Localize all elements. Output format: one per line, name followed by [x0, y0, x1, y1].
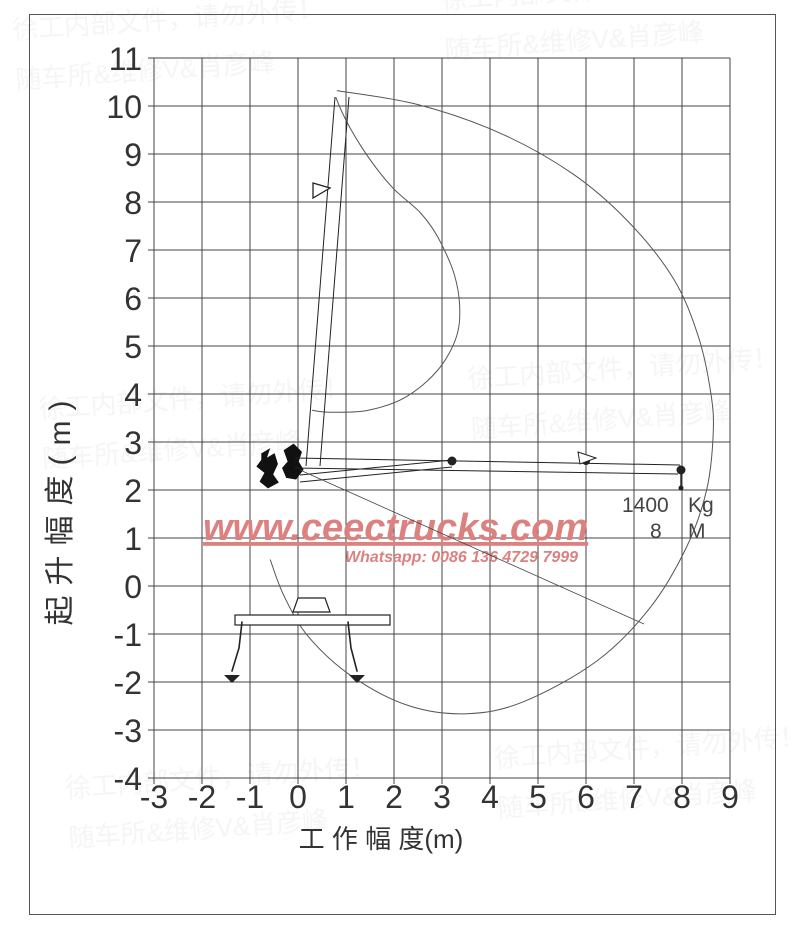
svg-text:-3: -3: [140, 779, 168, 815]
svg-text:-2: -2: [114, 665, 142, 701]
svg-text:Kg: Kg: [688, 494, 714, 517]
svg-text:-3: -3: [114, 713, 142, 749]
svg-text:3: 3: [124, 425, 142, 461]
svg-text:9: 9: [124, 137, 142, 173]
svg-text:8: 8: [124, 185, 142, 221]
svg-text:10: 10: [106, 89, 142, 125]
svg-text:4: 4: [481, 779, 499, 815]
svg-text:7: 7: [625, 779, 643, 815]
svg-text:8: 8: [673, 779, 691, 815]
svg-text:2: 2: [124, 473, 142, 509]
svg-text:0: 0: [124, 569, 142, 605]
svg-text:9: 9: [721, 779, 739, 815]
svg-text:1: 1: [124, 521, 142, 557]
svg-text:7: 7: [124, 233, 142, 269]
svg-text:1: 1: [337, 779, 355, 815]
svg-text:8: 8: [650, 520, 662, 543]
svg-text:5: 5: [124, 329, 142, 365]
svg-text:工 作 幅 度(m): 工 作 幅 度(m): [299, 824, 464, 854]
svg-text:6: 6: [124, 281, 142, 317]
svg-text:-1: -1: [236, 779, 264, 815]
svg-text:-2: -2: [188, 779, 216, 815]
svg-text:-4: -4: [114, 761, 142, 797]
svg-text:11: 11: [109, 41, 142, 77]
svg-text:3: 3: [433, 779, 451, 815]
svg-text:6: 6: [577, 779, 595, 815]
svg-text:www.ceectrucks.com: www.ceectrucks.com: [203, 507, 588, 549]
svg-text:5: 5: [529, 779, 547, 815]
svg-text:4: 4: [124, 377, 142, 413]
svg-text:0: 0: [289, 779, 307, 815]
svg-text:-1: -1: [114, 617, 142, 653]
svg-text:1400: 1400: [622, 494, 669, 517]
svg-text:2: 2: [385, 779, 403, 815]
svg-text:起升幅度(m): 起升幅度(m): [44, 391, 77, 626]
svg-text:Whatsapp: 0086 136 4729 7999: Whatsapp: 0086 136 4729 7999: [345, 549, 578, 566]
